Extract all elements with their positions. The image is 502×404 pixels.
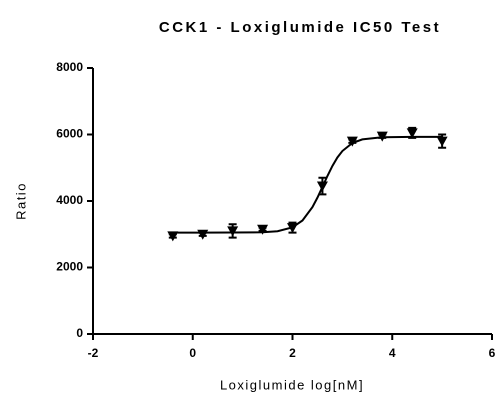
- chart-title: CCK1 - Loxiglumide IC50 Test: [159, 19, 441, 36]
- y-axis-label: Ratio: [13, 182, 28, 220]
- x-tick-label: 4: [389, 346, 396, 360]
- y-tick-label: 6000: [56, 127, 83, 141]
- data-point: [406, 128, 418, 139]
- x-tick-label: 6: [489, 346, 496, 360]
- x-tick-label: -2: [88, 346, 99, 360]
- x-axis-label: Loxiglumide log[nM]: [220, 377, 364, 392]
- y-tick-label: 4000: [56, 193, 83, 207]
- data-point: [167, 231, 179, 242]
- data-point: [257, 224, 269, 235]
- data-point: [227, 226, 239, 237]
- data-point: [316, 181, 328, 192]
- x-tick-label: 0: [189, 346, 196, 360]
- y-tick-label: 0: [76, 326, 83, 340]
- x-tick-label: 2: [289, 346, 296, 360]
- data-point: [376, 131, 388, 142]
- y-tick-label: 8000: [56, 60, 83, 74]
- fit-curve: [172, 135, 443, 234]
- data-point: [436, 136, 448, 147]
- data-point: [287, 223, 298, 234]
- data-point: [346, 136, 358, 147]
- y-tick-label: 2000: [56, 260, 83, 274]
- data-point: [197, 229, 209, 240]
